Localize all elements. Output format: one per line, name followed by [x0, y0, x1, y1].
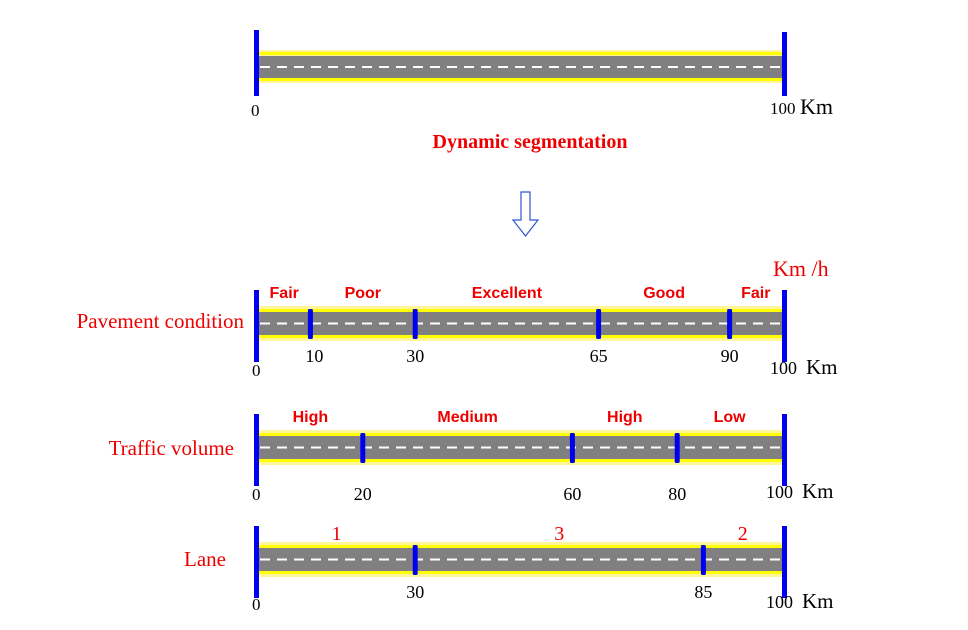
unit-label: Km — [806, 355, 838, 379]
top-road: 0 100 Km — [251, 30, 833, 120]
breakpoint-marker — [674, 433, 680, 463]
road-edge-line — [258, 335, 782, 338]
top-road-edge-line — [258, 78, 784, 81]
track-lane: Lane 30 85 1 3 2 0 100 Km — [184, 523, 833, 614]
breakpoint-marker — [360, 433, 366, 463]
breakpoint-label: 85 — [694, 582, 712, 602]
road-edge-line — [258, 433, 782, 436]
segment-label: Excellent — [472, 285, 543, 302]
down-arrow-icon — [511, 191, 540, 237]
road-end-post — [782, 414, 787, 486]
top-end-label: 100 — [770, 99, 796, 118]
breakpoint-marker — [569, 433, 575, 463]
end-label: 100 — [770, 358, 797, 378]
segment-label: Fair — [741, 285, 770, 302]
segment-label: Medium — [437, 409, 497, 426]
road-edge-line — [258, 459, 782, 462]
start-label: 0 — [252, 485, 261, 504]
top-road-edge-line — [258, 52, 784, 55]
segment-label: 3 — [554, 523, 564, 545]
start-label: 0 — [252, 595, 261, 614]
road-start-post — [254, 414, 259, 486]
unit-label: Km — [802, 479, 834, 503]
segment-label: High — [607, 409, 643, 426]
breakpoint-marker — [596, 309, 602, 339]
top-unit-label: Km — [800, 94, 833, 119]
segment-label: 2 — [738, 523, 748, 545]
road-end-post — [782, 290, 787, 362]
segment-label: Low — [714, 409, 747, 426]
breakpoint-label: 90 — [721, 346, 739, 366]
road-start-post — [254, 526, 259, 598]
road-end-post — [782, 526, 787, 598]
segment-label: Good — [643, 285, 685, 302]
breakpoint-marker — [412, 545, 418, 575]
segment-label: High — [293, 409, 329, 426]
breakpoint-marker — [727, 309, 733, 339]
segment-label: Poor — [345, 285, 381, 302]
breakpoint-marker — [700, 545, 706, 575]
segment-label: Fair — [270, 285, 299, 302]
road-edge-line — [258, 545, 782, 548]
segment-label: 1 — [332, 523, 342, 545]
top-start-label: 0 — [251, 101, 260, 120]
breakpoint-marker — [412, 309, 418, 339]
breakpoint-label: 60 — [563, 484, 581, 504]
breakpoint-label: 20 — [354, 484, 372, 504]
unit-label: Km — [802, 589, 834, 613]
track-label: Pavement condition — [77, 309, 245, 333]
end-label: 100 — [766, 482, 793, 502]
breakpoint-label: 80 — [668, 484, 686, 504]
track-traffic-volume: Traffic volume 20 60 80 High Medium High Low 0 1… — [109, 409, 834, 504]
end-label: 100 — [766, 592, 793, 612]
start-label: 0 — [252, 361, 261, 380]
breakpoint-label: 30 — [406, 346, 424, 366]
road-edge-line — [258, 309, 782, 312]
road-start-post — [254, 290, 259, 362]
track-label: Traffic volume — [109, 436, 234, 460]
breakpoint-marker — [307, 309, 313, 339]
top-road-end-post — [782, 32, 787, 96]
top-road-start-post — [254, 30, 259, 96]
track-pavement-condition: Pavement condition 10 30 65 90 Fair Poor Excel… — [77, 285, 838, 380]
road-edge-line — [258, 571, 782, 574]
breakpoint-label: 65 — [590, 346, 608, 366]
speed-unit-label: Km /h — [773, 256, 829, 281]
breakpoint-label: 30 — [406, 582, 424, 602]
breakpoint-label: 10 — [305, 346, 323, 366]
diagram-title: Dynamic segmentation — [433, 131, 628, 153]
track-label: Lane — [184, 547, 226, 571]
